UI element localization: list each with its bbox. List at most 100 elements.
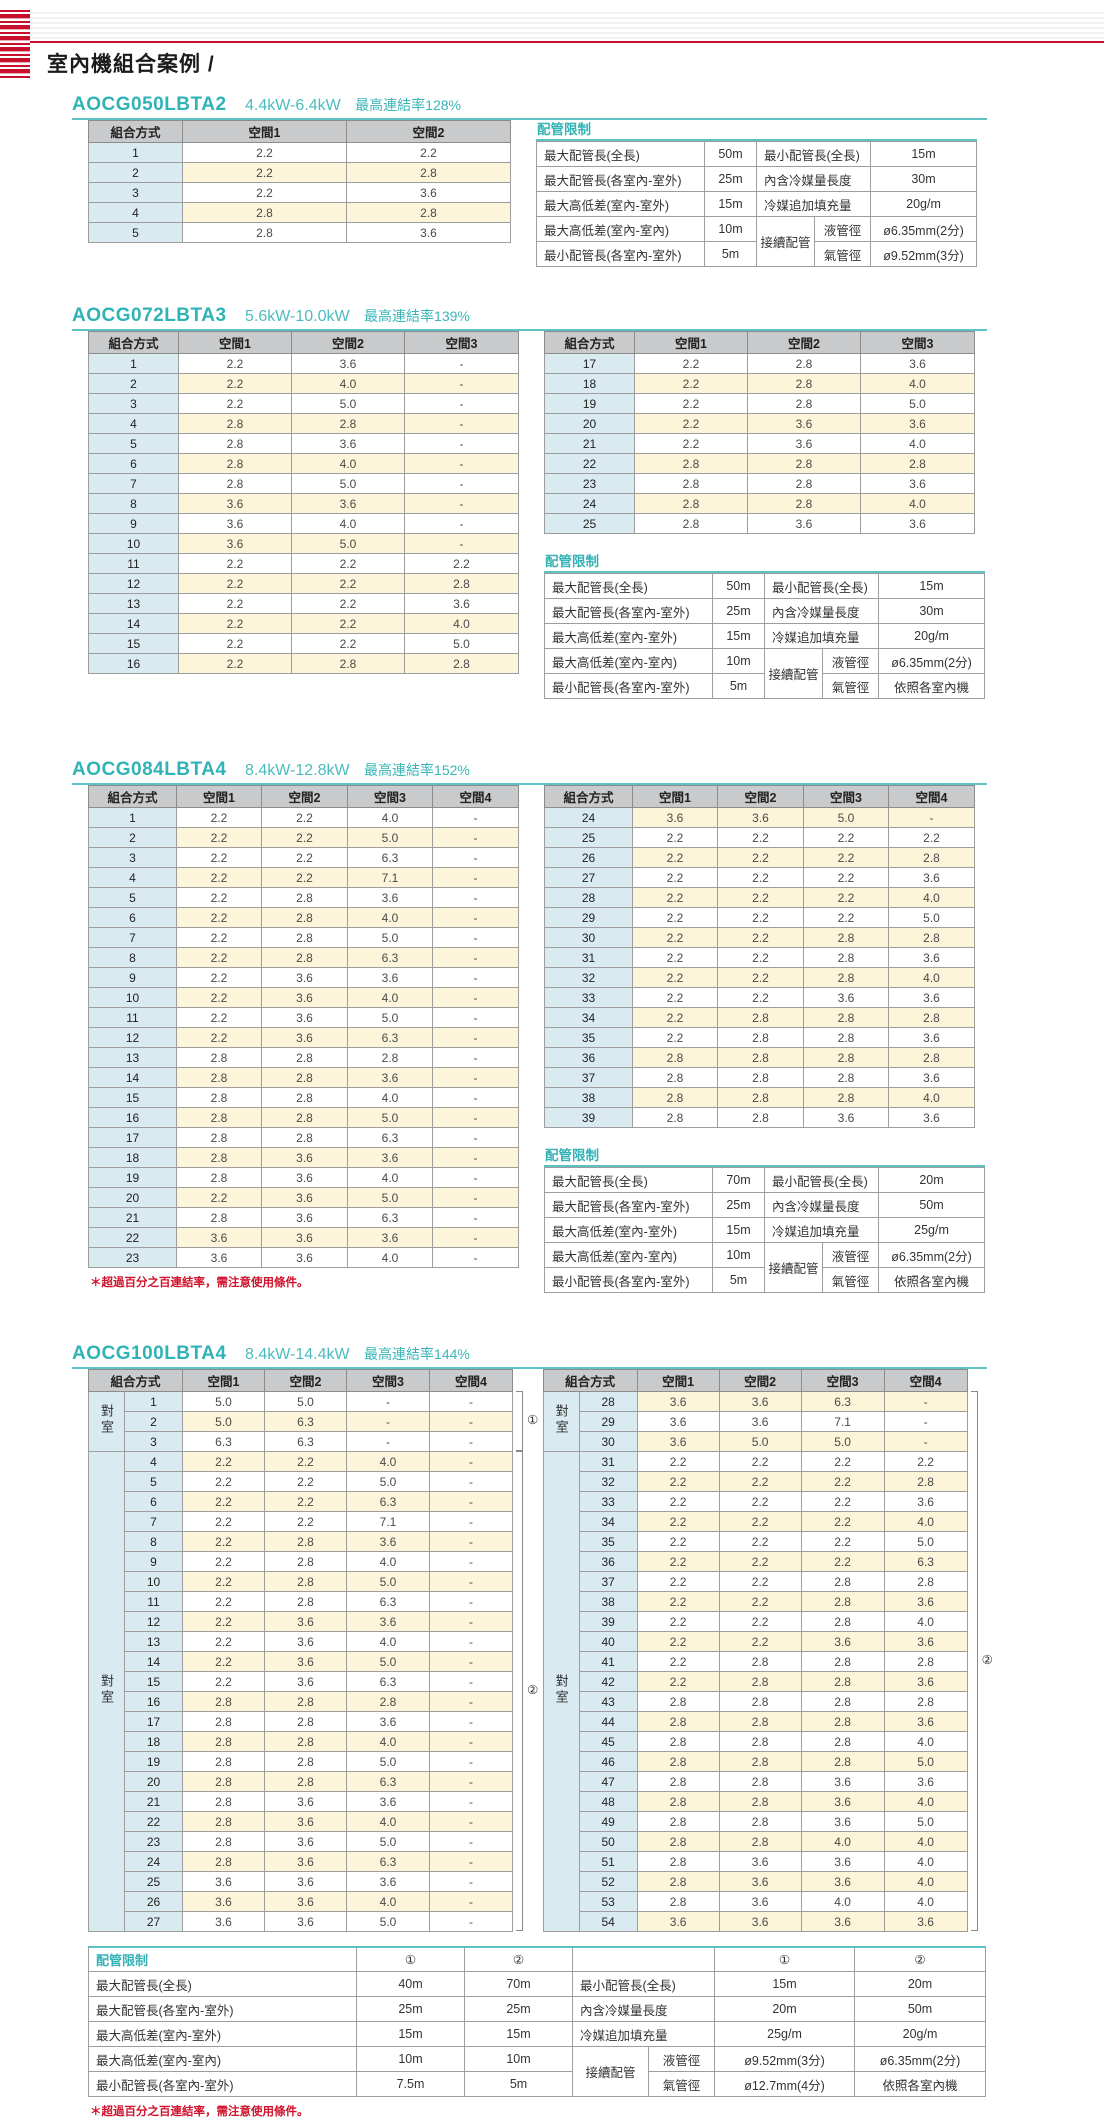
combo-value-cell: 3.6: [718, 1891, 802, 1912]
page-title: 室內機組合案例 /: [47, 53, 215, 76]
combo-no-cell: 7: [88, 927, 177, 948]
combo-value-cell: 3.6: [718, 1871, 802, 1892]
combo-value-cell: 2.8: [632, 1087, 718, 1108]
combo-value-cell: 6.3: [347, 847, 433, 868]
combo-row: 33 2.2 2.2 3.6 3.6: [544, 987, 975, 1008]
pipe-row: 最大配管長(各室內-室外) 25m 內含冷媒量長度 30m: [544, 598, 986, 624]
model-name: AOCG084LBTA4: [72, 759, 227, 780]
combo-value-cell: 4.0: [888, 967, 975, 988]
combo-value-cell: 2.8: [636, 1871, 720, 1892]
combo-value-cell: -: [432, 1067, 519, 1088]
combo-value-cell: 2.8: [718, 1711, 802, 1732]
pipe-label-cell: 冷媒追加填充量: [572, 2021, 715, 2047]
combo-row: 26 3.6 3.6 4.0-: [89, 1891, 514, 1912]
pipe-limit-table: 配管限制 ① ② ① ② 最大配管長(全長) 40m 70m 最小配管長(全長) 15m 20m 最大…: [88, 1946, 986, 2097]
combo-header-cell: 空間2: [264, 1369, 348, 1392]
combo-value-cell: 2.2: [176, 947, 262, 968]
combo-value-cell: 5.0: [883, 1751, 968, 1772]
combo-header-cell: 空間1: [176, 785, 262, 808]
combo-value-cell: 4.0: [347, 987, 433, 1008]
combo-value-cell: 2.2: [346, 142, 511, 163]
combo-row: 31 2.2 2.2 2.8 3.6: [544, 947, 975, 968]
combo-no-cell: 18: [88, 1147, 177, 1168]
combo-value-cell: -: [429, 1391, 514, 1412]
combo-value-cell: -: [429, 1791, 514, 1812]
combo-value-cell: 2.2: [632, 947, 718, 968]
combo-row: 2 2.2 2.8: [88, 162, 511, 183]
combo-value-cell: 2.2: [404, 553, 519, 574]
combo-value-cell: -: [432, 987, 519, 1008]
combo-value-cell: -: [346, 1411, 431, 1432]
combo-header-cell: 空間2: [717, 785, 804, 808]
pipe-label-cell: 最小配管長(全長): [763, 573, 880, 599]
combo-row: 51 2.8 3.6 3.6 4.0: [543, 1851, 968, 1872]
combo-value-cell: 2.8: [176, 1087, 262, 1108]
combo-value-cell: 2.2: [632, 1007, 718, 1028]
combo-value-cell: 2.2: [636, 1531, 720, 1552]
combo-no-cell: 25: [123, 1871, 184, 1892]
combo-row: 19 2.8 3.6 4.0-: [88, 1167, 519, 1188]
combo-value-cell: -: [429, 1491, 514, 1512]
combo-value-cell: 3.6: [182, 1891, 266, 1912]
combo-row: 27 2.2 2.2 2.2 3.6: [544, 867, 975, 888]
combo-value-cell: 2.2: [632, 967, 718, 988]
combo-value-cell: 2.2: [718, 1491, 802, 1512]
combo-no-cell: 20: [544, 413, 635, 434]
pipe-value-cell: 20m: [854, 1971, 986, 1997]
combo-value-cell: 2.2: [291, 633, 405, 654]
combo-no-cell: 36: [544, 1047, 633, 1068]
combo-header-cell: 空間3: [346, 1369, 431, 1392]
pipe-value-cell: 25m: [464, 1996, 573, 2022]
combo-value-cell: 2.8: [261, 927, 348, 948]
combo-value-cell: 2.8: [636, 1711, 720, 1732]
combo-value-cell: 2.2: [800, 1551, 885, 1572]
combo-row: 27 3.6 3.6 5.0-: [89, 1911, 514, 1932]
combo-row: 5 2.2 2.2 5.0-: [89, 1471, 514, 1492]
pipe-label-cell: 最大高低差(室內-室外): [88, 2021, 357, 2047]
combo-no-cell: 10: [88, 533, 179, 554]
combo-value-cell: 6.3: [346, 1771, 431, 1792]
combo-row: 16 2.8 2.8 2.8-: [89, 1691, 514, 1712]
pipe-sub-label-cell: 液管徑: [648, 2046, 715, 2072]
pipe-sub-label-cell: 液管徑: [821, 1242, 880, 1268]
combo-row: 34 2.2 2.8 2.8 2.8: [544, 1007, 975, 1028]
combo-row: 8 2.2 2.8 6.3-: [88, 947, 519, 968]
combo-value-cell: 4.0: [291, 373, 405, 394]
combo-value-cell: 5.0: [291, 533, 405, 554]
combo-row: 5 2.8 3.6: [88, 222, 511, 243]
combo-value-cell: 2.8: [176, 1067, 262, 1088]
combo-value-cell: 2.8: [261, 907, 348, 928]
combo-value-cell: 4.0: [346, 1631, 431, 1652]
combo-value-cell: 3.6: [883, 1631, 968, 1652]
combo-value-cell: -: [432, 1047, 519, 1068]
combo-value-cell: 2.8: [176, 1207, 262, 1228]
combo-value-cell: 2.8: [718, 1771, 802, 1792]
combo-value-cell: 2.8: [636, 1831, 720, 1852]
combo-value-cell: 2.8: [803, 1007, 889, 1028]
pipe-sub-label-cell: 氣管徑: [813, 241, 872, 267]
combo-value-cell: 2.8: [860, 453, 975, 474]
combo-value-cell: 2.8: [718, 1831, 802, 1852]
combo-value-cell: 2.8: [346, 162, 511, 183]
combo-value-cell: -: [432, 1007, 519, 1028]
combo-value-cell: 3.6: [264, 1911, 348, 1932]
combo-value-cell: 3.6: [264, 1651, 348, 1672]
pipe-value-cell: 15m: [464, 2021, 573, 2047]
combo-value-cell: 2.2: [176, 867, 262, 888]
combo-no-cell: 46: [578, 1751, 638, 1772]
combo-no-cell: 22: [88, 1227, 177, 1248]
pipe-label-cell: 最小配管長(全長): [763, 1167, 880, 1193]
combo-row: 22 2.8 2.8 2.8: [544, 453, 975, 474]
pipe-value-cell: 25m: [712, 1192, 765, 1218]
pipe-value-cell: ø9.52mm(3分): [870, 241, 978, 267]
combo-value-cell: 5.0: [860, 393, 975, 414]
combo-value-cell: -: [429, 1451, 514, 1472]
combo-value-cell: 3.6: [347, 887, 433, 908]
combo-no-cell: 1: [88, 807, 177, 828]
combo-value-cell: 3.6: [182, 1911, 266, 1932]
combo-no-cell: 17: [123, 1711, 184, 1732]
combo-value-cell: 5.0: [291, 393, 405, 414]
combo-value-cell: 2.8: [718, 1751, 802, 1772]
combo-row: 16 2.8 2.8 5.0-: [88, 1107, 519, 1128]
pipe-row: 最大高低差(室內-室外) 15m 冷媒追加填充量 20g/m: [536, 191, 978, 217]
